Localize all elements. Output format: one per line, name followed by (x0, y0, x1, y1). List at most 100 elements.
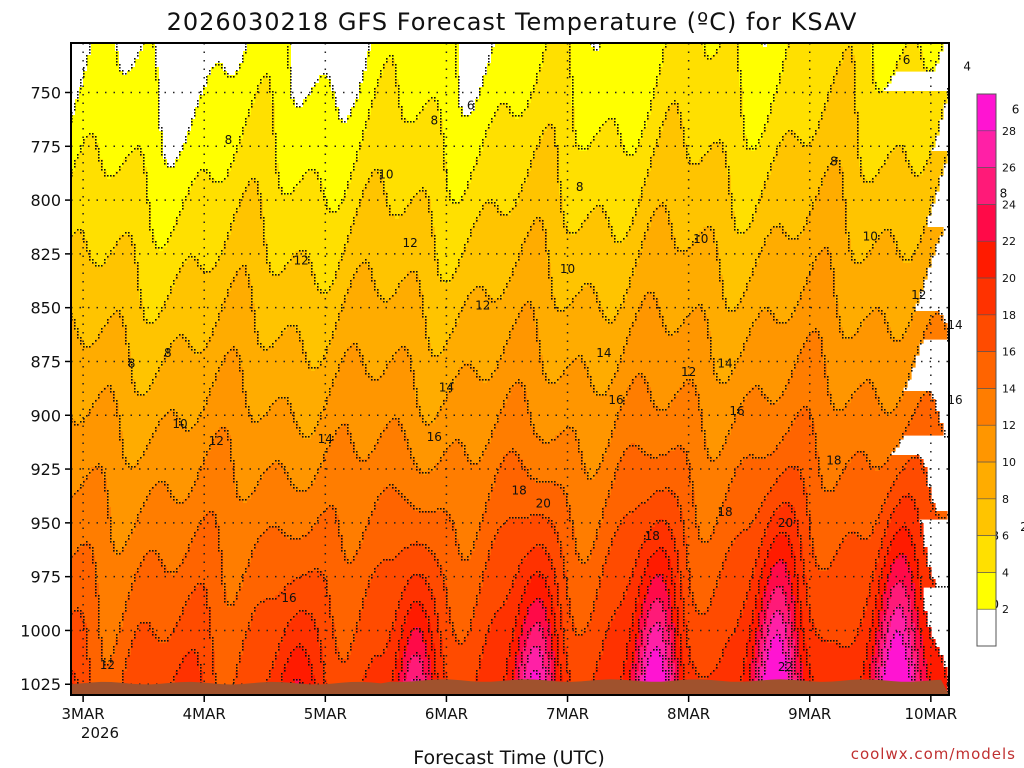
temperature-cell (151, 387, 212, 392)
temperature-cell (83, 479, 108, 484)
temperature-cell (251, 283, 316, 288)
temperature-cell (607, 451, 624, 456)
temperature-cell (827, 379, 868, 384)
temperature-cell (671, 571, 680, 576)
temperature-cell (807, 407, 836, 412)
temperature-cell (275, 659, 288, 664)
temperature-cell (611, 231, 628, 236)
temperature-cell (767, 655, 788, 660)
temperature-cell (359, 199, 388, 204)
temperature-cell (439, 635, 456, 640)
temperature-cell (743, 611, 756, 616)
temperature-cell (675, 243, 692, 248)
temperature-cell (915, 639, 924, 644)
temperature-cell (283, 639, 320, 644)
temperature-cell (911, 639, 916, 644)
temperature-cell (355, 99, 372, 104)
contour-point (221, 64, 223, 66)
temperature-cell (843, 407, 884, 412)
temperature-cell (491, 551, 528, 556)
temperature-cell (371, 99, 400, 104)
temperature-cell (555, 667, 560, 672)
temperature-cell (807, 495, 888, 500)
temperature-cell (71, 603, 100, 608)
temperature-cell (655, 83, 740, 88)
temperature-cell (695, 307, 704, 312)
temperature-cell (591, 143, 624, 148)
temperature-cell (335, 99, 356, 104)
temperature-cell (711, 55, 740, 60)
temperature-cell (127, 335, 180, 340)
temperature-cell (807, 487, 824, 492)
temperature-cell (739, 407, 804, 412)
temperature-cell (331, 343, 352, 348)
temperature-cell (523, 675, 532, 680)
temperature-cell (143, 507, 328, 512)
temperature-cell (267, 411, 296, 416)
temperature-cell (547, 655, 556, 660)
temperature-cell (603, 455, 624, 460)
temperature-cell (787, 467, 800, 472)
temperature-cell (479, 375, 492, 380)
temperature-cell (223, 359, 240, 364)
temperature-cell (839, 63, 856, 68)
temperature-cell (919, 651, 924, 656)
temperature-cell (235, 467, 268, 472)
temperature-cell (203, 411, 252, 416)
temperature-cell (547, 259, 640, 264)
temperature-cell (687, 459, 744, 464)
temperature-cell (571, 603, 596, 608)
temperature-cell (139, 287, 172, 292)
temperature-cell (71, 619, 84, 624)
temperature-cell (687, 623, 740, 628)
temperature-cell (399, 287, 420, 292)
temperature-cell (223, 563, 248, 568)
temperature-cell (731, 175, 768, 180)
temperature-cell (243, 51, 292, 56)
temperature-cell (771, 515, 796, 520)
temperature-cell (435, 603, 448, 608)
temperature-cell (795, 567, 804, 572)
contour-point (245, 49, 247, 51)
temperature-cell (883, 679, 912, 684)
temperature-cell (759, 595, 764, 600)
temperature-cell (875, 567, 884, 572)
temperature-cell (451, 331, 512, 336)
temperature-cell (179, 667, 200, 672)
temperature-cell (723, 499, 764, 504)
contour-point (545, 49, 547, 51)
temperature-cell (411, 355, 504, 360)
temperature-cell (679, 503, 696, 508)
temperature-cell (475, 159, 532, 164)
temperature-cell (127, 543, 192, 548)
contour-point (785, 58, 787, 60)
temperature-cell (251, 559, 348, 564)
temperature-cell (691, 463, 740, 468)
temperature-cell (271, 87, 292, 92)
temperature-cell (407, 643, 428, 648)
temperature-cell (523, 623, 536, 628)
contour-point (386, 61, 388, 63)
temperature-cell (107, 319, 124, 324)
temperature-cell (799, 603, 808, 608)
temperature-cell (775, 155, 860, 160)
temperature-cell (423, 659, 432, 664)
temperature-cell (799, 591, 808, 596)
contour-point (920, 52, 922, 54)
temperature-cell (543, 359, 572, 364)
temperature-cell (559, 171, 648, 176)
temperature-cell (887, 555, 900, 560)
temperature-cell (919, 515, 940, 520)
temperature-cell (235, 159, 276, 164)
temperature-cell (411, 631, 424, 636)
temperature-cell (355, 551, 400, 556)
temperature-cell (647, 175, 732, 180)
temperature-cell (135, 527, 200, 532)
temperature-cell (683, 319, 708, 324)
temperature-cell (795, 307, 840, 312)
temperature-cell (683, 587, 692, 592)
temperature-cell (251, 415, 264, 420)
temperature-cell (571, 615, 592, 620)
temperature-cell (443, 131, 488, 136)
temperature-cell (843, 335, 852, 340)
